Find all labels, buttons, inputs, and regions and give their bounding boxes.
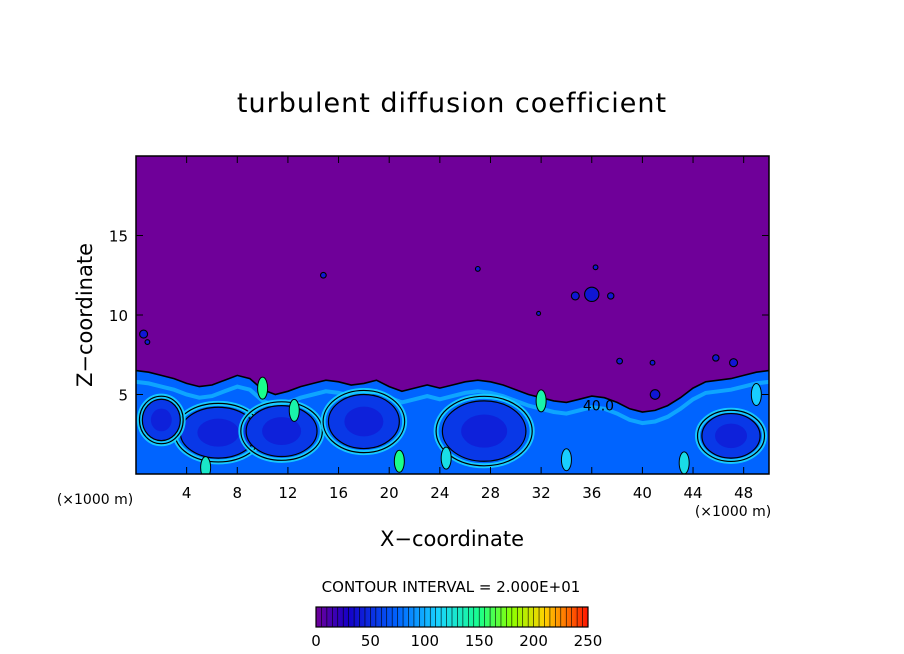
- cell-center: [461, 414, 508, 448]
- plume: [393, 449, 405, 473]
- turbulent-patch: [649, 359, 656, 366]
- colorbar-tick-label: 0: [311, 632, 321, 650]
- contour-line: [696, 409, 766, 463]
- plume: [440, 446, 452, 470]
- y-ticks: 5 10 15: [109, 228, 769, 405]
- turbulent-patch: [319, 271, 327, 279]
- x-tick-label: 28: [481, 484, 500, 502]
- cell-center: [715, 423, 748, 449]
- plume: [750, 383, 762, 406]
- x-tick-label: 12: [278, 484, 297, 502]
- chart-title: turbulent diffusion coefficient: [237, 88, 667, 119]
- x-tick-label: 4: [182, 484, 192, 502]
- y-tick-label: 15: [109, 228, 128, 246]
- x-tick-label: 8: [233, 484, 243, 502]
- plot-field: 40.0: [136, 156, 769, 474]
- x-ticks: 4 8 12 16 20 24 28 32 36 40 44 48: [182, 156, 753, 502]
- cell-center: [262, 417, 302, 446]
- plume: [200, 456, 212, 474]
- turbulent-patch: [474, 265, 481, 272]
- colorbar-tick-label: 50: [361, 632, 380, 650]
- cell-center: [344, 406, 384, 437]
- x-tick-label: 32: [532, 484, 551, 502]
- turbulent-patch: [584, 286, 600, 303]
- plume: [678, 451, 690, 474]
- colorbar-frame: [315, 606, 589, 628]
- contour-label: 40.0: [583, 398, 614, 414]
- plume: [535, 389, 547, 413]
- plume: [560, 448, 572, 472]
- colorbar-tick-label: 200: [519, 632, 548, 650]
- contour-line: [138, 395, 184, 445]
- x-tick-label: 36: [582, 484, 601, 502]
- x-tick-label: 44: [683, 484, 702, 502]
- turbulent-patch: [607, 292, 615, 300]
- y-tick-label: 10: [109, 307, 128, 325]
- turbulent-patch: [592, 264, 599, 271]
- x-tick-label: 24: [430, 484, 449, 502]
- colorbar: 0 50 100 150 200 250: [311, 606, 603, 650]
- x-axis-label: X−coordinate: [380, 527, 524, 551]
- contour-line: [322, 389, 406, 454]
- filament: [136, 379, 769, 426]
- x-tick-label: 40: [633, 484, 652, 502]
- x-unit-left: (×1000 m): [57, 492, 133, 508]
- turbulent-patch: [649, 389, 661, 400]
- turbulent-patch: [144, 339, 151, 345]
- x-tick-label: 48: [734, 484, 753, 502]
- turbulent-patch: [729, 358, 739, 368]
- turbulent-patch: [712, 354, 720, 362]
- plume: [257, 376, 269, 400]
- y-tick-label: 5: [118, 387, 128, 405]
- x-tick-label: 20: [380, 484, 399, 502]
- cell-center: [150, 408, 172, 432]
- x-unit-right: (×1000 m): [695, 504, 771, 520]
- colorbar-tick-label: 250: [574, 632, 603, 650]
- turbulent-patch: [570, 291, 580, 301]
- x-tick-label: 16: [329, 484, 348, 502]
- turbulent-patch: [139, 329, 149, 339]
- contour-interval-label: CONTOUR INTERVAL = 2.000E+01: [322, 578, 581, 596]
- cell-center: [197, 418, 240, 447]
- plume: [288, 398, 300, 422]
- contour-line: [136, 369, 769, 413]
- y-axis-label: Z−coordinate: [73, 243, 97, 387]
- colorbar-tick-label: 150: [465, 632, 494, 650]
- colorbar-tick-label: 100: [410, 632, 439, 650]
- contour-line: [435, 395, 533, 467]
- turbulent-patch: [536, 310, 542, 316]
- turbulent-patch: [616, 357, 624, 365]
